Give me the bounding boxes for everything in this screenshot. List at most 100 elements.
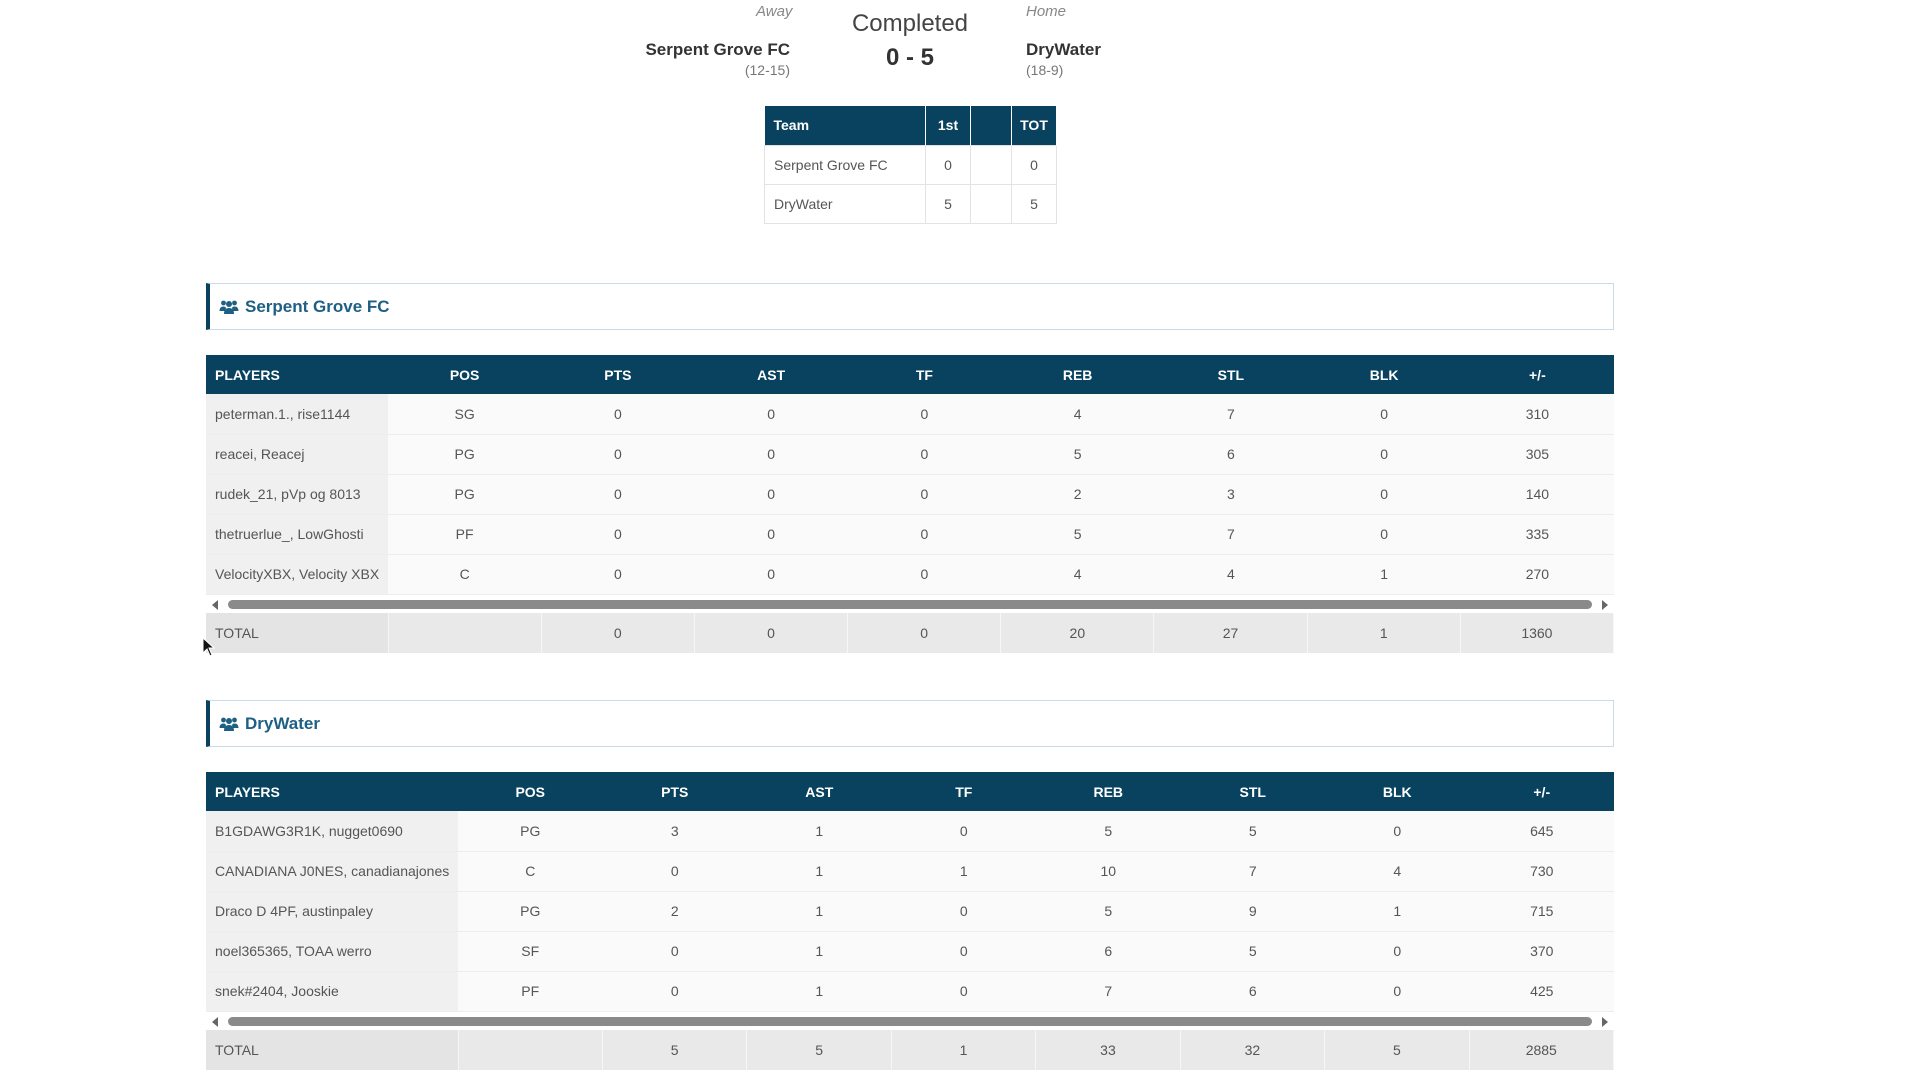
team-section-header-away: Serpent Grove FC (206, 283, 1614, 330)
cell-blk: 0 (1307, 434, 1461, 475)
col-header-pts[interactable]: PTS (541, 355, 695, 394)
col-header-blk[interactable]: BLK (1325, 772, 1470, 811)
cell-plus-minus: 370 (1469, 931, 1614, 972)
cell-ast: 1 (747, 931, 892, 972)
player-row: thetruerlue_, LowGhosti PF 0 0 0 5 7 0 335 (206, 514, 1614, 555)
col-header-players[interactable]: PLAYERS (206, 772, 458, 811)
col-header-reb[interactable]: REB (1001, 355, 1155, 394)
cell-ast: 0 (694, 474, 848, 515)
cell-player-name[interactable]: peterman.1., rise1144 (206, 394, 388, 435)
col-header-stl[interactable]: STL (1154, 355, 1308, 394)
col-header-ast[interactable]: AST (694, 355, 848, 394)
cell-pos: PG (458, 891, 603, 932)
col-header-pts[interactable]: PTS (602, 772, 747, 811)
cell-blk: 0 (1307, 514, 1461, 555)
scroll-left-icon[interactable] (212, 600, 218, 610)
col-header-ast[interactable]: AST (747, 772, 892, 811)
cell-player-name[interactable]: thetruerlue_, LowGhosti (206, 514, 388, 555)
cell-pos: PF (388, 514, 542, 555)
cell-plus-minus: 730 (1469, 851, 1614, 892)
totals-row: TOTAL 0 0 0 20 27 1 1360 (206, 613, 1615, 653)
cell-blk: 0 (1325, 971, 1470, 1012)
game-status: Completed (851, 10, 969, 37)
box-header-row: PLAYERS POS PTS AST TF REB STL BLK +/- (206, 772, 1614, 811)
col-header-players[interactable]: PLAYERS (206, 355, 388, 394)
cell-tf: 0 (891, 891, 1036, 932)
team-section-title[interactable]: DryWater (245, 713, 320, 733)
total-pos (458, 1030, 603, 1070)
col-header-blk[interactable]: BLK (1307, 355, 1461, 394)
total-player-name: TOTAL (206, 1030, 459, 1070)
player-row: VelocityXBX, Velocity XBX C 0 0 0 4 4 1 270 (206, 554, 1614, 595)
total-ast: 0 (694, 613, 849, 653)
cell-reb: 10 (1036, 851, 1181, 892)
cell-stl: 4 (1154, 554, 1308, 595)
col-header-pos[interactable]: POS (458, 772, 603, 811)
away-team-name[interactable]: Serpent Grove FC (645, 40, 790, 59)
cell-ast: 1 (747, 891, 892, 932)
col-header-tf[interactable]: TF (847, 355, 1001, 394)
col-header-plus-minus[interactable]: +/- (1460, 355, 1614, 394)
cell-ast: 1 (747, 971, 892, 1012)
cell-pos: PG (388, 434, 542, 475)
cell-reb: 4 (1001, 554, 1155, 595)
scrollbar-thumb[interactable] (228, 1017, 1592, 1026)
col-header-reb[interactable]: REB (1036, 772, 1181, 811)
cell-stl: 5 (1180, 811, 1325, 852)
box-score-table-away: PLAYERS POS PTS AST TF REB STL BLK +/- p… (206, 355, 1614, 595)
cell-pts: 0 (541, 394, 695, 435)
cell-plus-minus: 715 (1469, 891, 1614, 932)
player-row: reacei, Reacej PG 0 0 0 5 6 0 305 (206, 434, 1614, 475)
cell-stl: 7 (1154, 514, 1308, 555)
cell-player-name[interactable]: noel365365, TOAA werro (206, 931, 458, 972)
home-team-name[interactable]: DryWater (1026, 40, 1101, 59)
scrollbar-thumb[interactable] (228, 600, 1592, 609)
cell-player-name[interactable]: rudek_21, pVp og 8013 (206, 474, 388, 515)
cell-blk: 0 (1307, 474, 1461, 515)
cell-blk: 0 (1325, 931, 1470, 972)
col-header-pos[interactable]: POS (388, 355, 542, 394)
cell-stl: 6 (1180, 971, 1325, 1012)
horizontal-scrollbar-away[interactable] (206, 597, 1614, 611)
cell-tf: 0 (847, 394, 1001, 435)
away-team-record: (12-15) (744, 62, 790, 78)
cell-player-name[interactable]: VelocityXBX, Velocity XBX (206, 554, 388, 595)
cell-blk: 1 (1307, 554, 1461, 595)
cell-ast: 0 (694, 434, 848, 475)
linescore-row-away: Serpent Grove FC 0 0 (764, 144, 1057, 185)
totals-row: TOTAL 5 5 1 33 32 5 2885 (206, 1030, 1615, 1070)
linescore-header-period: 1st (925, 106, 971, 145)
cell-reb: 2 (1001, 474, 1155, 515)
horizontal-scrollbar-home[interactable] (206, 1014, 1614, 1028)
scroll-left-icon[interactable] (212, 1017, 218, 1027)
scroll-right-icon[interactable] (1602, 1017, 1608, 1027)
cell-pts: 3 (602, 811, 747, 852)
scroll-right-icon[interactable] (1602, 600, 1608, 610)
cell-player-name[interactable]: Draco D 4PF, austinpaley (206, 891, 458, 932)
cell-player-name[interactable]: B1GDAWG3R1K, nugget0690 (206, 811, 458, 852)
total-blk: 5 (1324, 1030, 1470, 1070)
cell-player-name[interactable]: CANADIANA J0NES, canadianajones (206, 851, 458, 892)
player-row: noel365365, TOAA werro SF 0 1 0 6 5 0 370 (206, 931, 1614, 972)
player-row: B1GDAWG3R1K, nugget0690 PG 3 1 0 5 5 0 645 (206, 811, 1614, 852)
cell-tf: 0 (847, 434, 1001, 475)
linescore-table: Team 1st TOT Serpent Grove FC 0 0 DryWat… (764, 106, 1057, 224)
total-reb: 33 (1035, 1030, 1181, 1070)
cell-player-name[interactable]: reacei, Reacej (206, 434, 388, 475)
cell-tf: 0 (847, 554, 1001, 595)
users-icon (219, 299, 239, 315)
team-section-title[interactable]: Serpent Grove FC (245, 296, 390, 316)
cell-player-name[interactable]: snek#2404, Jooskie (206, 971, 458, 1012)
linescore-header-blank (970, 106, 1012, 145)
linescore-cell: 5 (925, 183, 971, 224)
col-header-stl[interactable]: STL (1180, 772, 1325, 811)
linescore-header-row: Team 1st TOT (764, 106, 1057, 145)
cell-reb: 5 (1001, 514, 1155, 555)
col-header-tf[interactable]: TF (891, 772, 1036, 811)
player-row: Draco D 4PF, austinpaley PG 2 1 0 5 9 1 715 (206, 891, 1614, 932)
home-team-block: DryWater (18-9) (1026, 40, 1101, 78)
cell-plus-minus: 645 (1469, 811, 1614, 852)
total-pts: 0 (541, 613, 695, 653)
col-header-plus-minus[interactable]: +/- (1469, 772, 1614, 811)
linescore-header-total: TOT (1011, 106, 1057, 145)
